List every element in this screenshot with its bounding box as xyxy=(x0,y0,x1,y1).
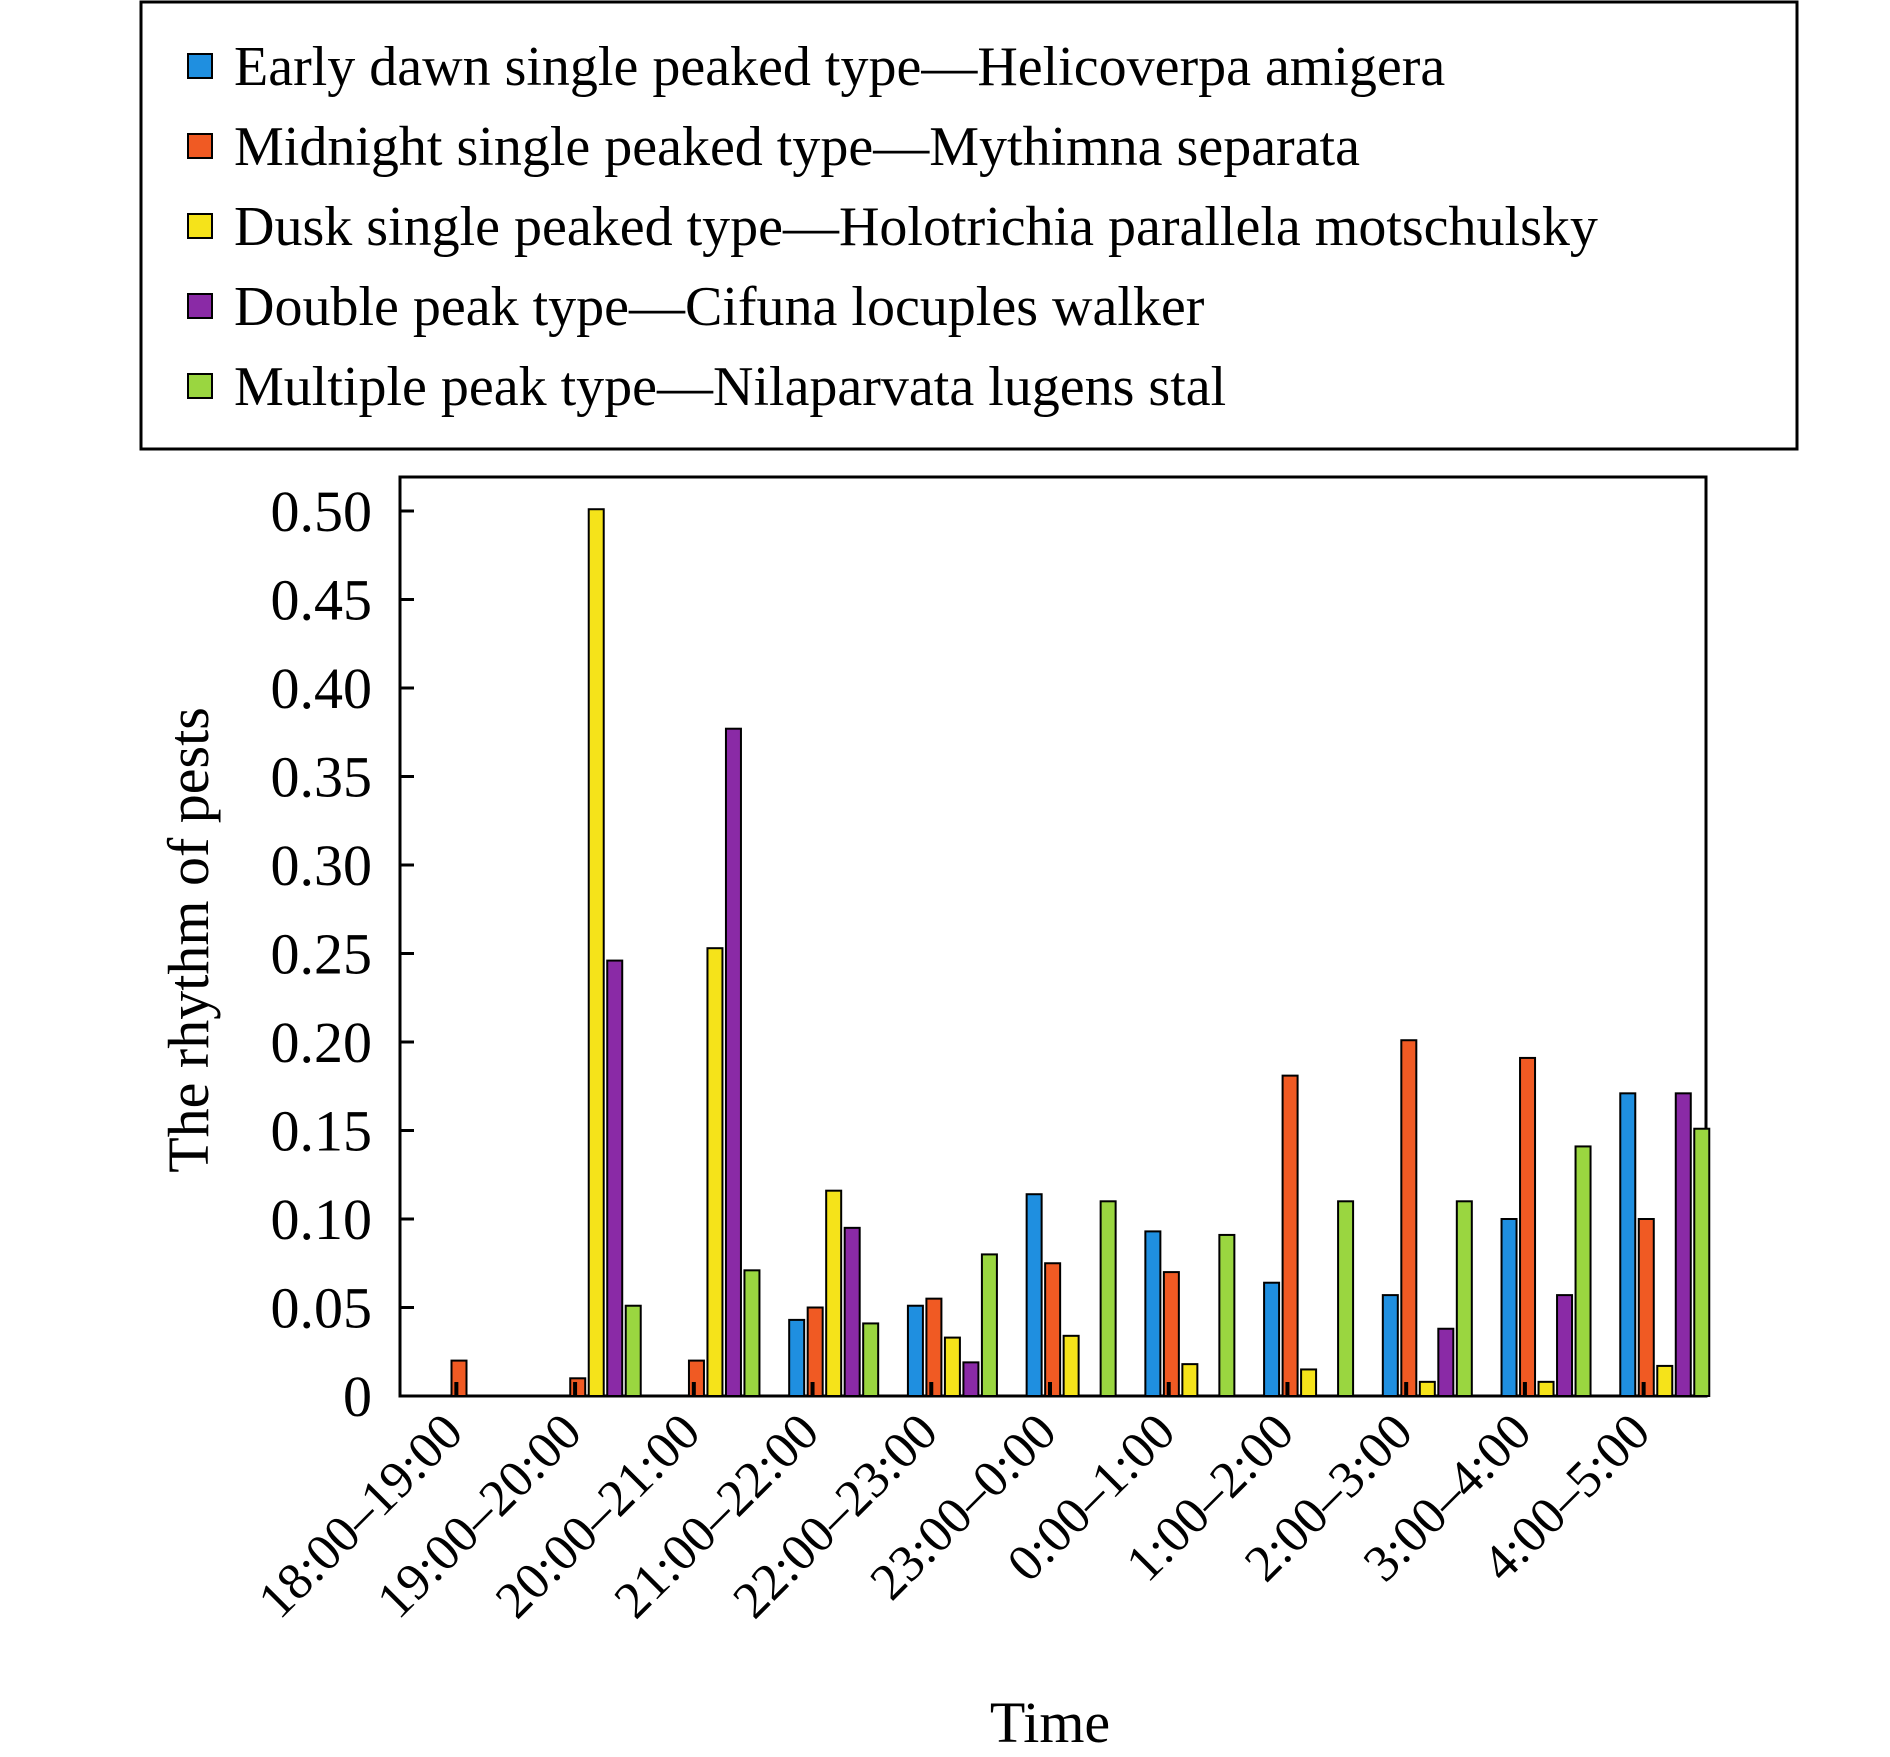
bar-s4-c6 xyxy=(1218,1233,1236,1398)
bar-s2-c9 xyxy=(1537,1380,1555,1397)
bar-s3-c10 xyxy=(1674,1092,1692,1397)
y-tick-label-4: 0.20 xyxy=(271,1010,373,1075)
bar-s0-c5 xyxy=(1025,1193,1043,1397)
bar-s0-c7 xyxy=(1263,1281,1281,1397)
bar-s1-c4 xyxy=(925,1297,943,1398)
y-tick-label-10: 0.50 xyxy=(271,479,373,544)
bar-s0-c9 xyxy=(1500,1218,1518,1397)
x-axis-title: Time xyxy=(990,1690,1110,1752)
bar-s1-c1 xyxy=(569,1377,587,1398)
bar-s3-c3 xyxy=(843,1226,861,1397)
y-tick-label-2: 0.10 xyxy=(271,1187,373,1252)
legend: Early dawn single peaked type—Helicoverp… xyxy=(187,36,1598,418)
bar-s2-c10 xyxy=(1656,1364,1674,1398)
bar-s3-c4 xyxy=(962,1361,980,1397)
y-axis-title: The rhythm of pests xyxy=(156,707,221,1173)
legend-label-3: Double peak type—Cifuna locuples walker xyxy=(234,276,1205,338)
y-tick-label-5: 0.25 xyxy=(271,922,373,987)
bar-s2-c1 xyxy=(587,508,605,1398)
legend-label-4: Multiple peak type—Nilaparvata lugens st… xyxy=(234,356,1226,418)
bar-s4-c2 xyxy=(743,1269,761,1397)
y-tick-label-9: 0.45 xyxy=(271,568,373,633)
legend-label-1: Midnight single peaked type—Mythimna sep… xyxy=(234,116,1360,178)
bar-s1-c2 xyxy=(687,1359,705,1397)
legend-swatch-1 xyxy=(187,133,213,159)
bar-s0-c4 xyxy=(906,1304,924,1397)
bar-s2-c8 xyxy=(1418,1380,1436,1397)
legend-swatch-0 xyxy=(187,53,213,79)
bar-s1-c10 xyxy=(1637,1218,1655,1397)
bar-s2-c7 xyxy=(1300,1368,1318,1397)
bar-s1-c9 xyxy=(1519,1056,1537,1398)
bar-s1-c0 xyxy=(450,1359,468,1397)
bar-s2-c2 xyxy=(706,947,724,1397)
y-tick-label-1: 0.05 xyxy=(271,1276,373,1341)
y-tick-label-3: 0.15 xyxy=(271,1099,373,1164)
y-tick-label-6: 0.30 xyxy=(271,833,373,898)
bar-s0-c8 xyxy=(1381,1294,1399,1397)
legend-swatch-3 xyxy=(187,293,213,319)
bar-s2-c6 xyxy=(1181,1363,1199,1398)
bar-s2-c4 xyxy=(943,1336,961,1397)
bar-s2-c3 xyxy=(825,1189,843,1398)
bar-s0-c3 xyxy=(788,1318,806,1398)
bar-s4-c3 xyxy=(862,1322,880,1398)
bar-s0-c10 xyxy=(1619,1092,1637,1397)
bar-s4-c8 xyxy=(1455,1200,1473,1398)
bar-s4-c1 xyxy=(624,1304,642,1397)
bar-s4-c9 xyxy=(1574,1145,1592,1398)
bar-s1-c7 xyxy=(1281,1074,1299,1397)
y-tick-label-7: 0.35 xyxy=(271,745,373,810)
bar-s1-c3 xyxy=(806,1306,824,1397)
y-tick-label-0: 0 xyxy=(343,1364,372,1429)
legend-box xyxy=(139,0,1799,451)
bar-s4-c4 xyxy=(980,1253,998,1398)
bar-s1-c5 xyxy=(1044,1262,1062,1397)
x-axis: 18:00–19:0019:00–20:0020:00–21:0021:00–2… xyxy=(248,1403,1661,1629)
bar-s4-c7 xyxy=(1337,1200,1355,1398)
bar-s3-c1 xyxy=(606,959,624,1398)
bar-s4-c10 xyxy=(1693,1127,1711,1397)
bar-s1-c6 xyxy=(1162,1271,1180,1397)
bar-s4-c5 xyxy=(1099,1200,1117,1398)
bar-s1-c8 xyxy=(1400,1039,1418,1397)
bars-group xyxy=(450,508,1711,1398)
bar-s0-c6 xyxy=(1144,1230,1162,1398)
bar-s2-c5 xyxy=(1062,1334,1080,1397)
bar-s3-c2 xyxy=(724,727,742,1397)
legend-swatch-2 xyxy=(187,213,213,239)
legend-label-2: Dusk single peaked type—Holotrichia para… xyxy=(234,196,1598,258)
y-tick-label-8: 0.40 xyxy=(271,656,373,721)
y-axis: 0 0.05 0.10 0.15 0.20 0.25 0.30 0.35 0.40 0.45 0.5… xyxy=(271,479,414,1429)
bar-s3-c9 xyxy=(1556,1294,1574,1397)
legend-label-0: Early dawn single peaked type—Helicoverp… xyxy=(234,36,1445,98)
bar-s3-c8 xyxy=(1437,1327,1455,1397)
legend-swatch-4 xyxy=(187,373,213,399)
